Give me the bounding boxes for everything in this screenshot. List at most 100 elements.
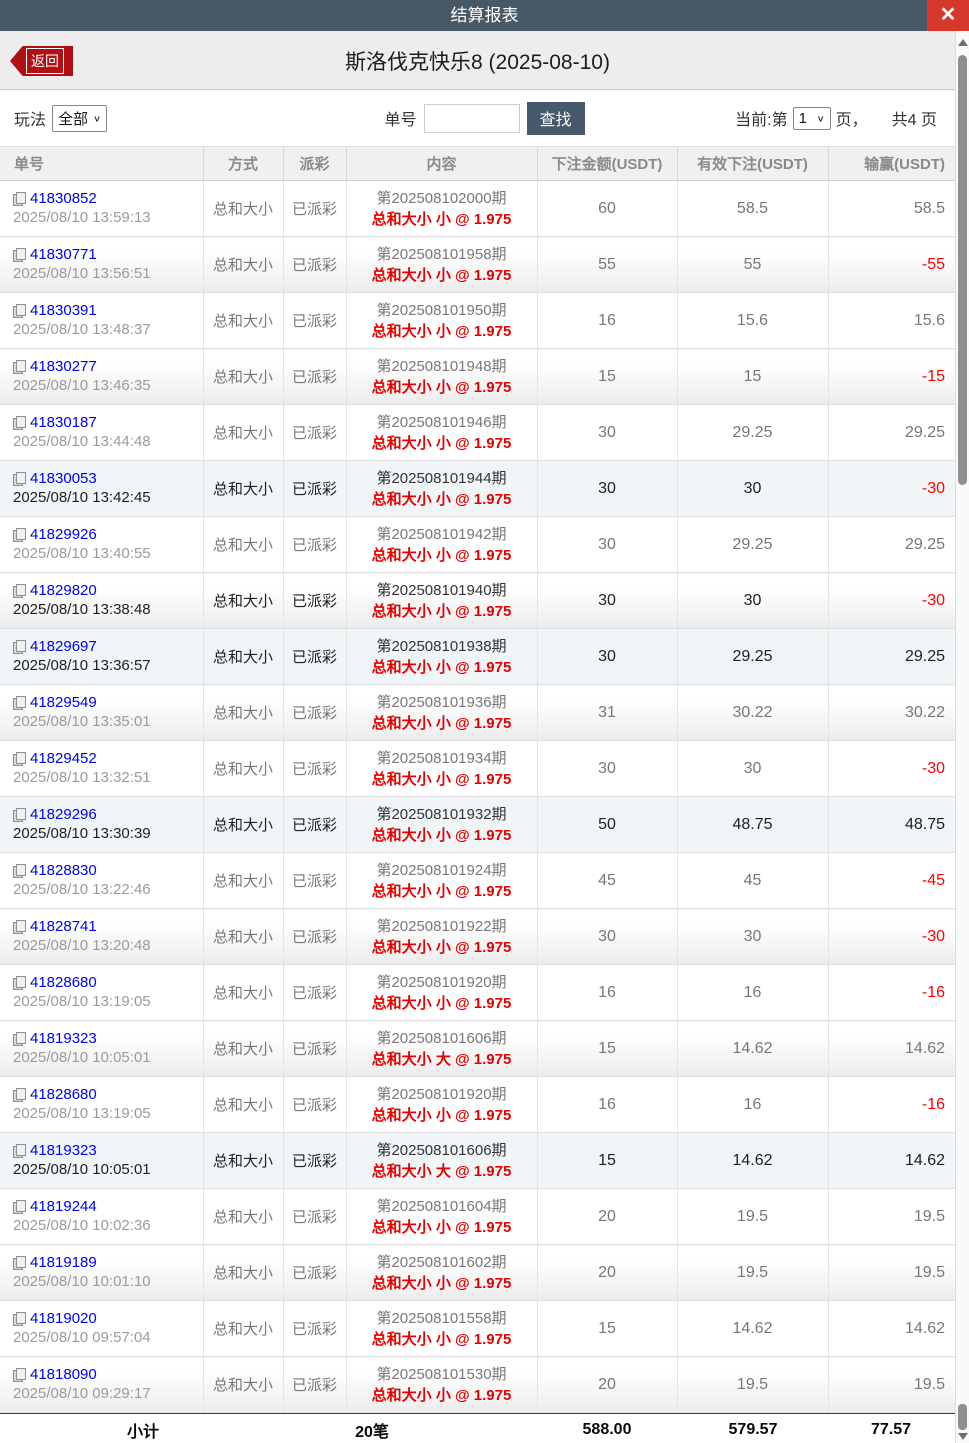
order-link[interactable]: 41828830 [30, 862, 97, 879]
bet-text: 总和大小 小 @ 1.975 [371, 658, 512, 676]
copy-icon [13, 1143, 26, 1158]
order-time: 2025/08/10 09:29:17 [13, 1385, 151, 1402]
payout-status: 已派彩 [283, 180, 347, 237]
period-text: 第202508101530期 [376, 1365, 507, 1383]
method-cell: 总和大小 [203, 1300, 284, 1357]
payout-status: 已派彩 [283, 684, 347, 741]
period-text: 第202508101922期 [376, 917, 507, 935]
valid-amount: 19.5 [677, 1244, 829, 1301]
subtotal-label: 小计 [126, 1423, 160, 1441]
order-link[interactable]: 41828680 [30, 974, 97, 991]
back-button[interactable]: 返回 [10, 46, 73, 76]
method-cell: 总和大小 [203, 852, 284, 909]
scroll-up-icon[interactable] [958, 39, 968, 46]
valid-amount: 30 [677, 908, 829, 965]
copy-icon [13, 471, 26, 486]
bet-text: 总和大小 大 @ 1.975 [371, 1050, 512, 1068]
table-row: 41830391 2025/08/10 13:48:37 总和大小 已派彩 第2… [0, 292, 955, 349]
period-text: 第202508101924期 [376, 861, 507, 879]
order-link[interactable]: 41819244 [30, 1198, 97, 1215]
bet-amount: 50 [537, 796, 678, 853]
method-cell: 总和大小 [203, 236, 284, 293]
bet-text: 总和大小 小 @ 1.975 [371, 938, 512, 956]
method-cell: 总和大小 [203, 1020, 284, 1077]
page-mid-label: 页， [835, 112, 868, 129]
order-link[interactable]: 41828680 [30, 1086, 97, 1103]
period-text: 第202508102000期 [376, 189, 507, 207]
order-link[interactable]: 41819020 [30, 1310, 97, 1327]
method-cell: 总和大小 [203, 404, 284, 461]
bet-amount: 20 [537, 1356, 678, 1413]
order-link[interactable]: 41829296 [30, 806, 97, 823]
payout-status: 已派彩 [283, 1356, 347, 1413]
period-text: 第202508101934期 [376, 749, 507, 767]
order-link[interactable]: 41829549 [30, 694, 97, 711]
order-link[interactable]: 41829820 [30, 582, 97, 599]
valid-amount: 16 [677, 1076, 829, 1133]
period-text: 第202508101938期 [376, 637, 507, 655]
order-link[interactable]: 41829697 [30, 638, 97, 655]
valid-amount: 19.5 [677, 1188, 829, 1245]
scrollbar-thumb[interactable] [958, 55, 967, 485]
period-text: 第202508101936期 [376, 693, 507, 711]
period-text: 第202508101942期 [376, 525, 507, 543]
method-cell: 总和大小 [203, 460, 284, 517]
winloss-amount: 58.5 [828, 180, 955, 237]
order-link[interactable]: 41829452 [30, 750, 97, 767]
order-link[interactable]: 41830277 [30, 358, 97, 375]
winloss-amount: -30 [828, 740, 955, 797]
copy-icon [13, 1255, 26, 1270]
bet-amount: 30 [537, 908, 678, 965]
subtotal-valid-amount: 579.57 [728, 1420, 778, 1438]
winloss-amount: 15.6 [828, 292, 955, 349]
winloss-amount: 29.25 [828, 628, 955, 685]
winloss-amount: 14.62 [828, 1132, 955, 1189]
table-row: 41828680 2025/08/10 13:19:05 总和大小 已派彩 第2… [0, 964, 955, 1021]
period-text: 第202508101932期 [376, 805, 507, 823]
bet-amount: 30 [537, 740, 678, 797]
order-link[interactable]: 41830187 [30, 414, 97, 431]
order-no-input[interactable] [423, 103, 520, 133]
method-cell: 总和大小 [203, 684, 284, 741]
winloss-amount: 29.25 [828, 516, 955, 573]
bet-text: 总和大小 小 @ 1.975 [371, 1274, 512, 1292]
bet-text: 总和大小 小 @ 1.975 [371, 210, 512, 228]
bet-text: 总和大小 小 @ 1.975 [371, 266, 512, 284]
scrollbar-thumb-bottom[interactable] [958, 1404, 967, 1430]
search-button[interactable]: 查找 [526, 101, 585, 135]
copy-icon [13, 583, 26, 598]
bet-amount: 16 [537, 964, 678, 1021]
order-link[interactable]: 41819323 [30, 1030, 97, 1047]
order-link[interactable]: 41830852 [30, 190, 97, 207]
bet-amount: 15 [537, 1020, 678, 1077]
copy-icon [13, 1199, 26, 1214]
bet-text: 总和大小 小 @ 1.975 [371, 770, 512, 788]
payout-status: 已派彩 [283, 292, 347, 349]
table-row: 41830277 2025/08/10 13:46:35 总和大小 已派彩 第2… [0, 348, 955, 405]
col-bet-amount: 下注金额(USDT) [537, 146, 678, 181]
order-link[interactable]: 41818090 [30, 1366, 97, 1383]
period-text: 第202508101602期 [376, 1253, 507, 1271]
table-row: 41829452 2025/08/10 13:32:51 总和大小 已派彩 第2… [0, 740, 955, 797]
scrollbar[interactable] [955, 31, 969, 1443]
page-select[interactable]: 1 ∨ [792, 106, 831, 130]
winloss-amount: 14.62 [828, 1020, 955, 1077]
winloss-amount: -15 [828, 348, 955, 405]
order-link[interactable]: 41819323 [30, 1142, 97, 1159]
table-row: 41819244 2025/08/10 10:02:36 总和大小 已派彩 第2… [0, 1188, 955, 1245]
order-link[interactable]: 41830053 [30, 470, 97, 487]
close-button[interactable]: ✕ [927, 0, 969, 31]
order-time: 2025/08/10 13:35:01 [13, 713, 151, 730]
scroll-down-icon[interactable] [958, 1433, 968, 1440]
play-type-select[interactable]: 全部 ∨ [52, 104, 108, 132]
order-time: 2025/08/10 13:32:51 [13, 769, 151, 786]
order-link[interactable]: 41819189 [30, 1254, 97, 1271]
order-link[interactable]: 41828741 [30, 918, 97, 935]
order-link[interactable]: 41830391 [30, 302, 97, 319]
winloss-amount: 14.62 [828, 1300, 955, 1357]
order-link[interactable]: 41829926 [30, 526, 97, 543]
order-link[interactable]: 41830771 [30, 246, 97, 263]
method-cell: 总和大小 [203, 628, 284, 685]
order-time: 2025/08/10 13:40:55 [13, 545, 151, 562]
copy-icon [13, 863, 26, 878]
